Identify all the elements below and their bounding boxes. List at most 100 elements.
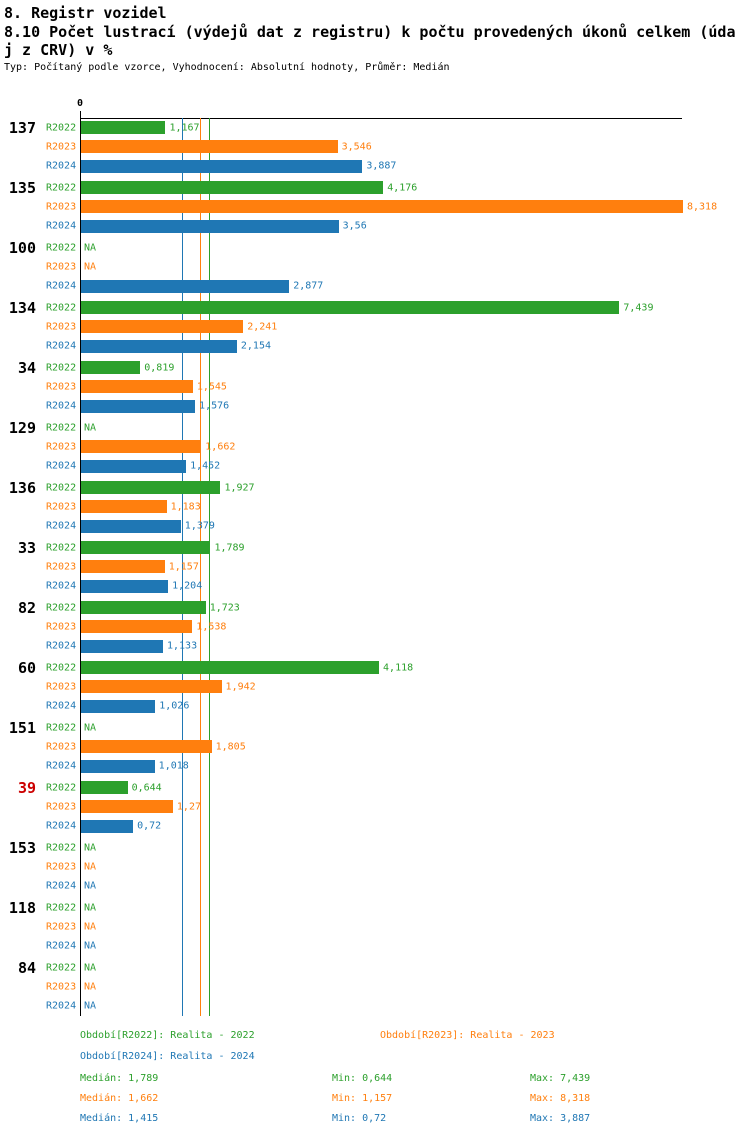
bar [81,159,363,173]
value-label: 1,183 [170,501,201,513]
x-axis-zero-label: 0 [76,98,84,109]
value-label: 1,942 [225,681,256,693]
bar [81,601,206,615]
bar [81,121,166,135]
na-label: NA [84,940,97,952]
na-label: NA [84,880,97,892]
na-label: NA [84,861,97,873]
value-label: 4,176 [387,182,418,194]
series-row-label: R2024 [46,760,77,772]
bar [81,481,221,495]
bar [81,541,211,555]
series-row-label: R2023 [46,921,77,933]
value-label: 2,154 [240,340,271,352]
bar [81,440,202,454]
na-label: NA [84,242,97,254]
series-row-label: R2023 [46,561,77,573]
bar-chart: 0 137 R2022 1,167 R2023 3,546 R2024 3,887 135 R2… [8,98,717,1016]
value-label: 1,805 [215,741,246,753]
bar [81,620,193,634]
page-title: 8. Registr vozidel [4,4,167,22]
na-label: NA [84,921,97,933]
value-label: 1,204 [172,580,203,592]
series-row-label: R2023 [46,441,77,453]
value-label: 0,644 [131,782,162,794]
category-label: 129 [8,418,36,437]
series-row-label: R2024 [46,460,77,472]
value-label: 1,379 [184,520,215,532]
na-label: NA [84,981,97,993]
series-row-label: R2024 [46,160,77,172]
series-row-label: R2022 [46,422,77,434]
bar [81,140,338,154]
value-label: 1,576 [199,400,230,412]
value-label: 2,241 [247,321,278,333]
value-label: 1,27 [176,801,201,813]
series-row-label: R2024 [46,820,77,832]
series-row-label: R2023 [46,861,77,873]
bar [81,399,196,413]
series-row-label: R2024 [46,700,77,712]
stat-min-R2022: Min: 0,644 [332,1073,393,1084]
category-label: 153 [8,838,36,857]
chart-subtitle-line-2: j z CRV) v % [4,41,113,59]
value-label: 1,026 [159,700,190,712]
na-label: NA [84,1000,97,1012]
chart-meta-line: Typ: Počítaný podle vzorce, Vyhodnocení:… [4,62,450,73]
category-label: 151 [8,718,36,737]
series-row-label: R2023 [46,981,77,993]
category-label: 34 [17,358,36,377]
series-row-label: R2024 [46,580,77,592]
stat-min-R2023: Min: 1,157 [332,1093,393,1104]
series-row-label: R2022 [46,242,77,254]
bar [81,181,384,195]
series-row-label: R2023 [46,201,77,213]
series-row-label: R2024 [46,280,77,292]
series-row-label: R2024 [46,220,77,232]
chart-subtitle-line-1: 8.10 Počet lustrací (výdejů dat z regist… [4,23,736,41]
stat-median-R2023: Medián: 1,662 [80,1093,159,1104]
series-row-label: R2022 [46,302,77,314]
na-label: NA [84,902,97,914]
series-row-label: R2024 [46,400,77,412]
category-label: 100 [8,238,36,257]
legend-item-R2023: Období[R2023]: Realita - 2023 [380,1030,555,1041]
category-label: 135 [8,178,36,197]
series-row-label: R2024 [46,880,77,892]
value-label: 7,439 [623,302,654,314]
series-row-label: R2023 [46,621,77,633]
series-row-label: R2023 [46,381,77,393]
value-label: 1,452 [190,460,221,472]
series-row-label: R2023 [46,501,77,513]
na-label: NA [84,261,97,273]
median-line-R2023 [200,118,202,1016]
value-label: 1,789 [214,542,245,554]
series-row-label: R2022 [46,542,77,554]
series-row-label: R2023 [46,261,77,273]
category-label: 33 [17,538,36,557]
bar [81,301,620,315]
category-label: 136 [8,478,36,497]
series-row-label: R2023 [46,801,77,813]
series-row-label: R2024 [46,940,77,952]
series-row-label: R2023 [46,321,77,333]
bar [81,519,181,533]
series-row-label: R2022 [46,362,77,374]
bar [81,459,187,473]
y-axis-line [80,111,81,1016]
series-row-label: R2023 [46,141,77,153]
series-row-label: R2024 [46,340,77,352]
bar [81,781,128,795]
value-label: 0,72 [137,820,162,832]
value-label: 0,819 [144,362,175,374]
legend-item-R2022: Období[R2022]: Realita - 2022 [80,1030,255,1041]
series-row-label: R2023 [46,741,77,753]
series-row-label: R2022 [46,722,77,734]
series-row-label: R2022 [46,662,77,674]
value-label: 1,167 [169,122,200,134]
category-label: 134 [8,298,36,317]
na-label: NA [84,962,97,974]
category-label: 82 [17,598,36,617]
series-row-label: R2022 [46,902,77,914]
